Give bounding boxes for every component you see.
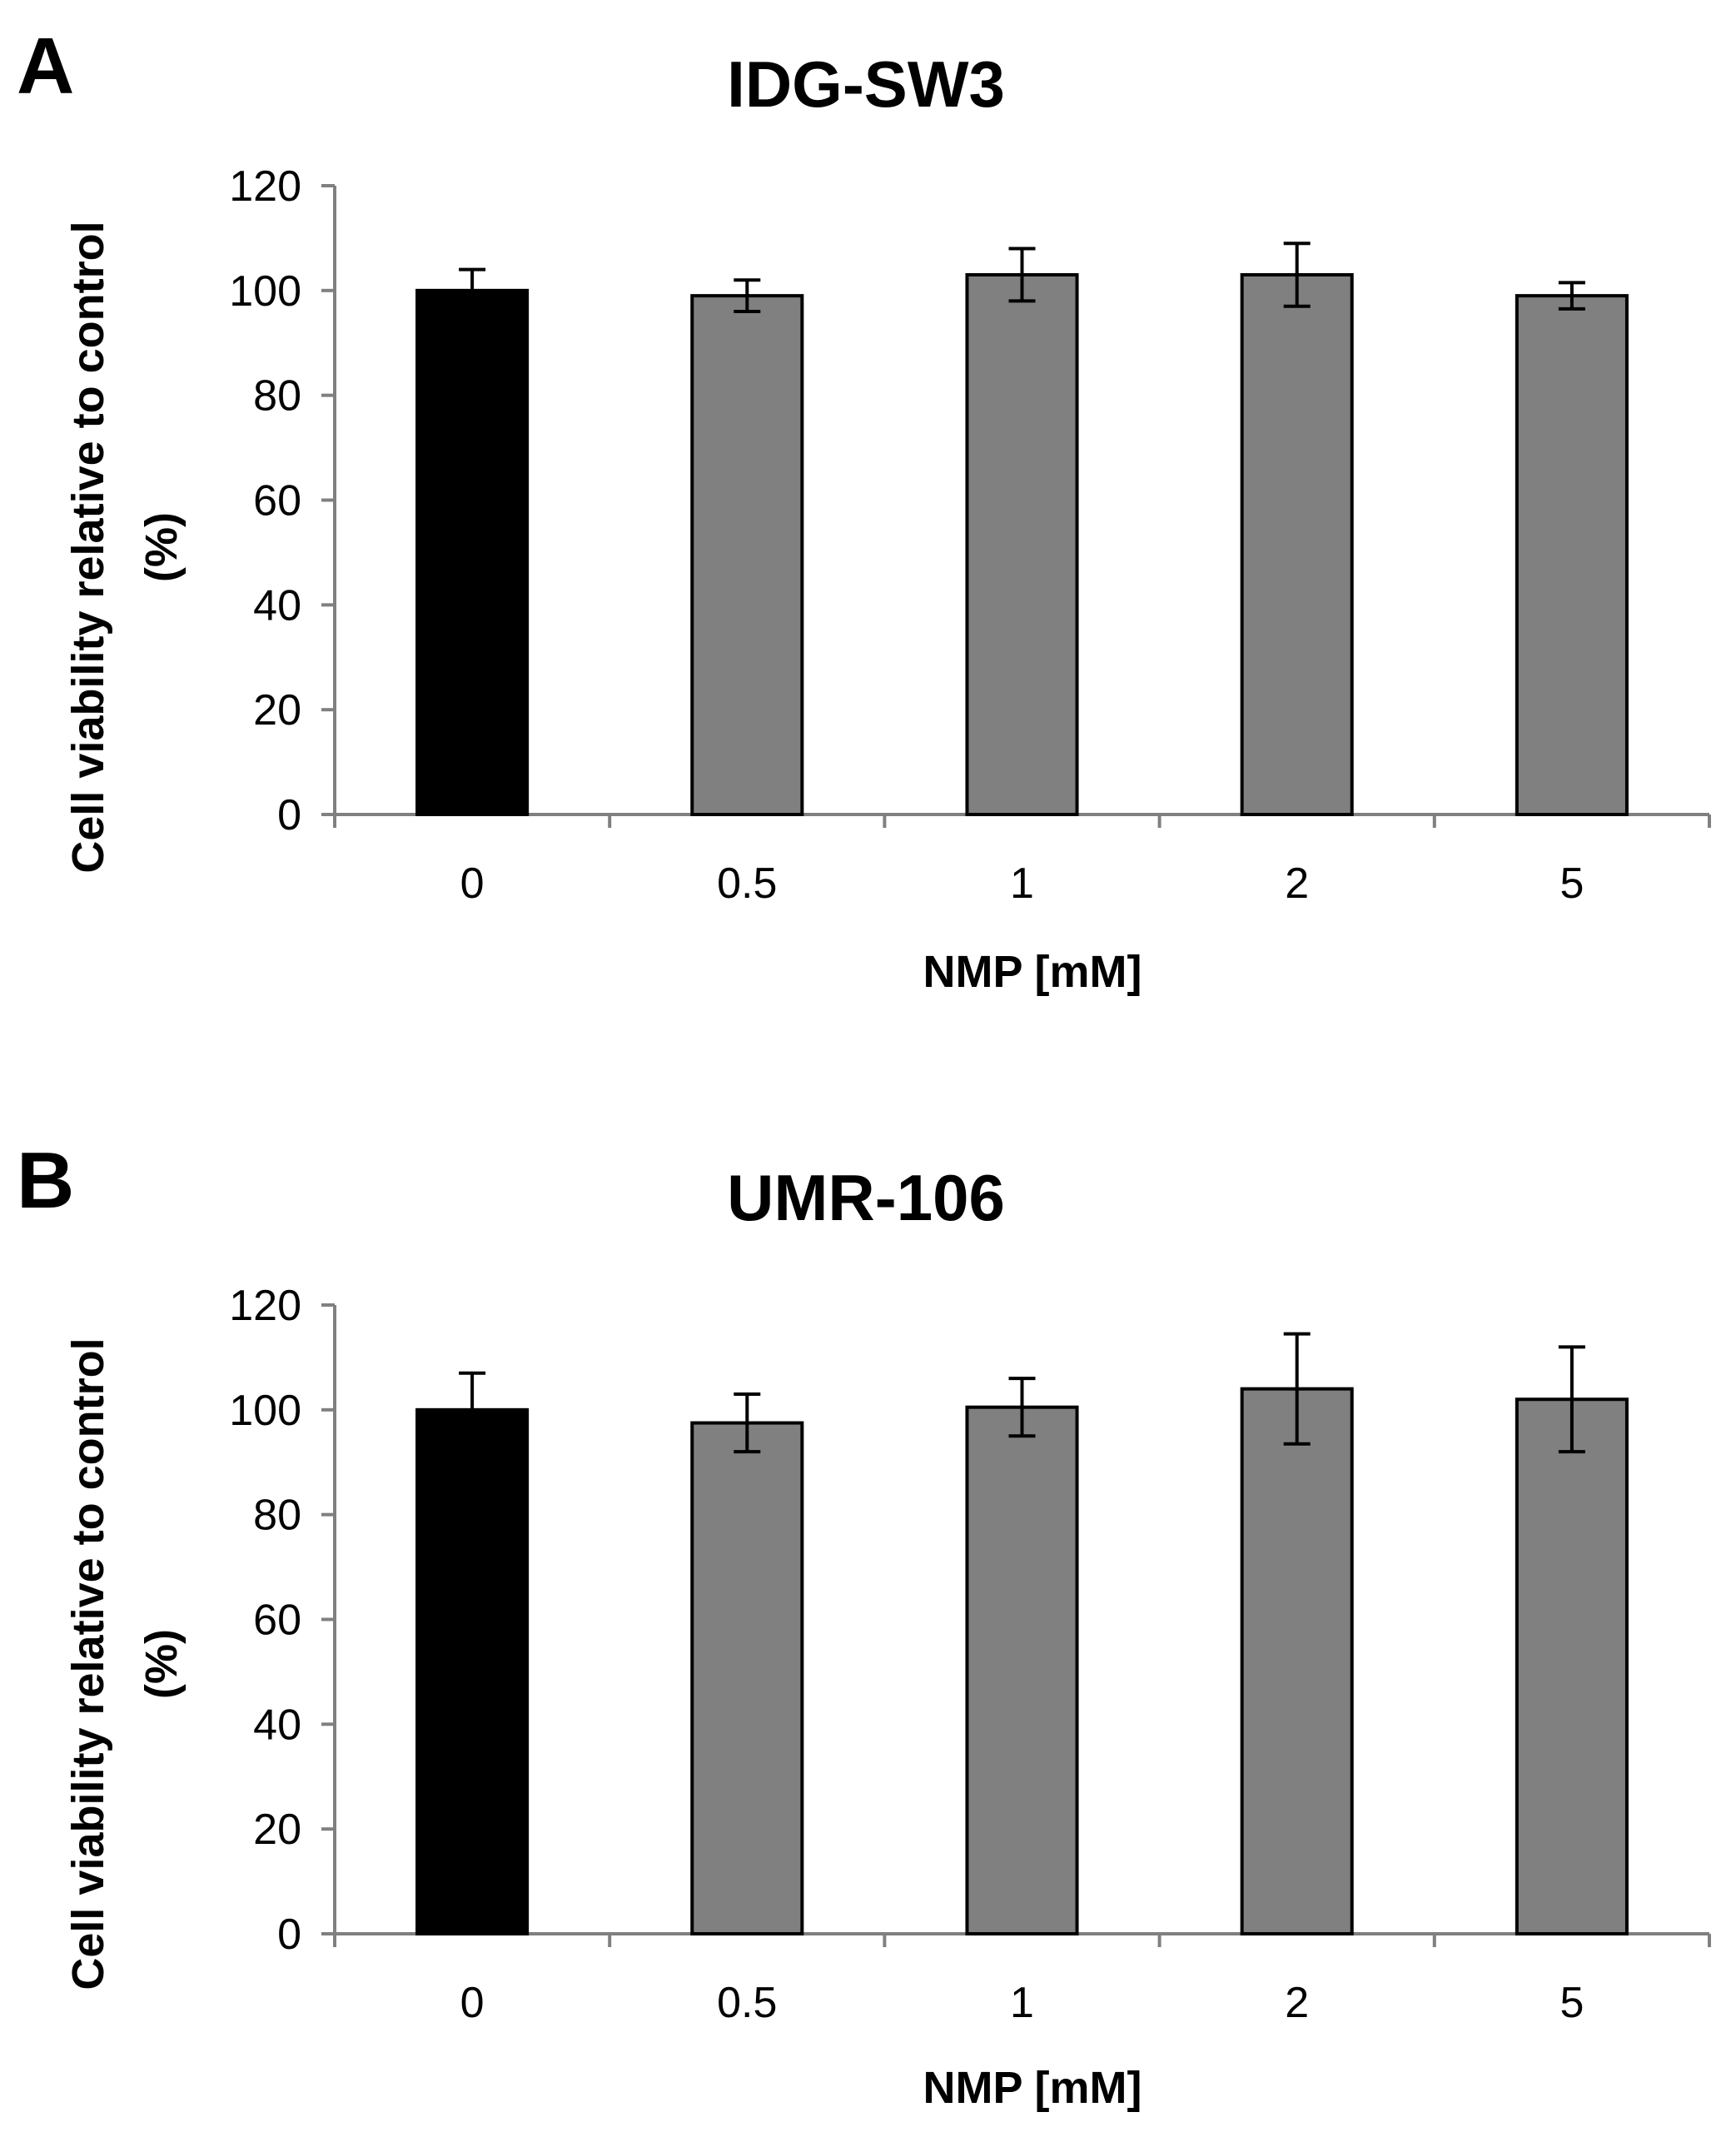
y-tick-label: 0 — [277, 791, 301, 839]
bar — [1515, 1397, 1629, 1935]
y-axis-label-line1: Cell viability relative to control — [63, 221, 113, 873]
y-tick-label: 20 — [253, 686, 301, 735]
x-tick-label: 2 — [1285, 859, 1309, 908]
y-tick-label: 100 — [229, 1387, 301, 1435]
bar — [415, 288, 530, 817]
y-tick-label: 20 — [253, 1806, 301, 1854]
bar — [965, 272, 1079, 817]
y-tick-label: 120 — [229, 1282, 301, 1330]
y-tick-label: 40 — [253, 581, 301, 630]
y-axis-label-line2: (%) — [137, 1629, 187, 1699]
x-tick-label: 5 — [1559, 859, 1584, 908]
y-tick-label: 80 — [253, 372, 301, 421]
y-tick-label: 60 — [253, 1597, 301, 1645]
x-tick-label: 5 — [1559, 1979, 1584, 2027]
panel-b-chart: B UMR-106 Cell viability relative to con… — [17, 1136, 1711, 2113]
y-axis-label-line2: (%) — [137, 512, 187, 582]
y-tick-label: 0 — [277, 1910, 301, 1959]
y-tick-label: 100 — [229, 267, 301, 316]
x-tick-label: 1 — [1010, 859, 1034, 908]
x-tick-label: 0.5 — [717, 859, 777, 908]
bar — [690, 294, 804, 816]
x-tick-label: 0 — [460, 1979, 485, 2027]
bar — [690, 1421, 804, 1935]
plot-area: 0 20 40 60 80 100 120 0 0.5 1 2 5 — [229, 162, 1711, 908]
y-tick-label: 120 — [229, 162, 301, 211]
bar — [965, 1405, 1079, 1935]
x-axis-label: NMP [mM] — [923, 2063, 1142, 2113]
x-tick-label: 1 — [1010, 1979, 1034, 2027]
bar — [1515, 294, 1629, 816]
bar — [415, 1407, 530, 1936]
panel-letter: A — [17, 22, 74, 111]
y-tick-label: 40 — [253, 1701, 301, 1749]
panel-letter: B — [17, 1136, 74, 1225]
panel-a-chart: A IDG-SW3 Cell viability relative to con… — [17, 22, 1711, 997]
chart-title: IDG-SW3 — [727, 47, 1005, 121]
y-tick-label: 60 — [253, 477, 301, 526]
x-axis-label: NMP [mM] — [923, 947, 1142, 997]
x-tick-label: 0.5 — [717, 1979, 777, 2027]
y-axis-label-line1: Cell viability relative to control — [63, 1338, 113, 1990]
x-tick-label: 2 — [1285, 1979, 1309, 2027]
chart-title: UMR-106 — [727, 1161, 1005, 1234]
bar — [1240, 1387, 1354, 1935]
y-tick-label: 80 — [253, 1492, 301, 1540]
x-tick-label: 0 — [460, 859, 485, 908]
bar — [1240, 272, 1354, 817]
plot-area: 0 20 40 60 80 100 120 0 0.5 1 2 5 — [229, 1282, 1711, 2027]
